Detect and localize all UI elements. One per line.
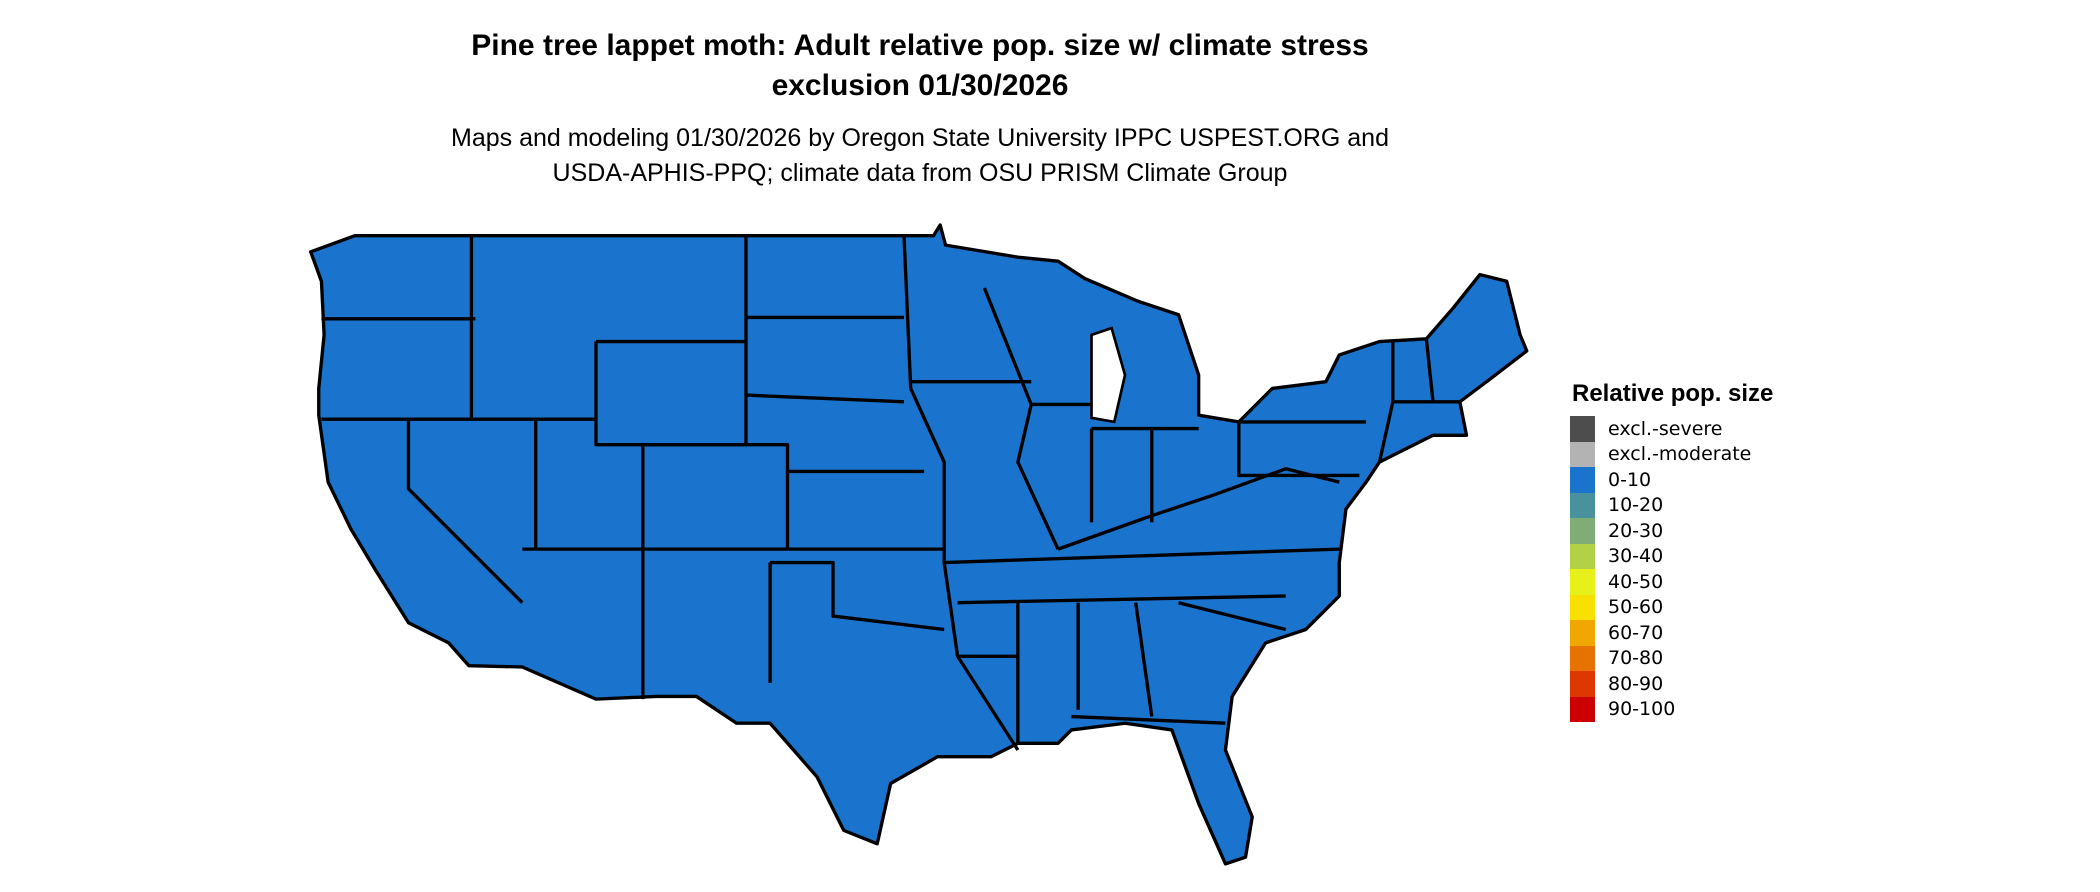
legend-item: 70-80 bbox=[1570, 645, 1773, 671]
legend-label: 50-60 bbox=[1608, 596, 1664, 619]
legend-swatch bbox=[1570, 441, 1595, 467]
legend-swatch bbox=[1570, 620, 1595, 646]
legend-item: 40-50 bbox=[1570, 569, 1773, 595]
legend-title: Relative pop. size bbox=[1572, 380, 1774, 407]
legend-swatch bbox=[1570, 671, 1595, 697]
state-borders bbox=[321, 235, 1460, 751]
legend-swatch bbox=[1570, 569, 1595, 595]
legend-label: 60-70 bbox=[1608, 621, 1664, 644]
legend-swatch bbox=[1570, 594, 1595, 620]
legend-item: excl.-moderate bbox=[1570, 441, 1773, 467]
legend-item: 50-60 bbox=[1570, 594, 1773, 620]
map-subtitle-line2: USDA-APHIS-PPQ; climate data from OSU PR… bbox=[552, 159, 1288, 187]
legend-swatch bbox=[1570, 543, 1595, 569]
legend-swatch bbox=[1570, 696, 1595, 722]
legend-label: 20-30 bbox=[1608, 519, 1664, 542]
legend-item: 10-20 bbox=[1570, 492, 1773, 518]
legend-item: 0-10 bbox=[1570, 467, 1773, 493]
map-subtitle-line1: Maps and modeling 01/30/2026 by Oregon S… bbox=[451, 124, 1389, 152]
legend-label: 10-20 bbox=[1608, 494, 1664, 517]
legend-swatch bbox=[1570, 518, 1595, 544]
legend-swatch bbox=[1570, 416, 1595, 442]
legend-swatch bbox=[1570, 492, 1595, 518]
legend-label: 0-10 bbox=[1608, 468, 1652, 491]
legend-item: excl.-severe bbox=[1570, 416, 1773, 442]
legend-label: 30-40 bbox=[1608, 545, 1664, 568]
legend-label: excl.-moderate bbox=[1608, 443, 1752, 466]
legend-label: 70-80 bbox=[1608, 647, 1664, 670]
legend-label: 80-90 bbox=[1608, 672, 1664, 695]
legend: Relative pop. size excl.-severe excl.-mod… bbox=[1570, 380, 1773, 722]
legend-label: excl.-severe bbox=[1608, 417, 1723, 440]
legend-item: 60-70 bbox=[1570, 620, 1773, 646]
legend-swatch bbox=[1570, 467, 1595, 493]
legend-label: 40-50 bbox=[1608, 570, 1664, 593]
legend-swatch bbox=[1570, 645, 1595, 671]
legend-label: 90-100 bbox=[1608, 698, 1676, 721]
legend-item: 20-30 bbox=[1570, 518, 1773, 544]
map-title-line2: exclusion 01/30/2026 bbox=[771, 69, 1069, 102]
map-title-line1: Pine tree lappet moth: Adult relative po… bbox=[471, 29, 1369, 62]
legend-item: 80-90 bbox=[1570, 671, 1773, 697]
legend-item: 90-100 bbox=[1570, 696, 1773, 722]
legend-item: 30-40 bbox=[1570, 543, 1773, 569]
us-land-area bbox=[309, 223, 1529, 866]
